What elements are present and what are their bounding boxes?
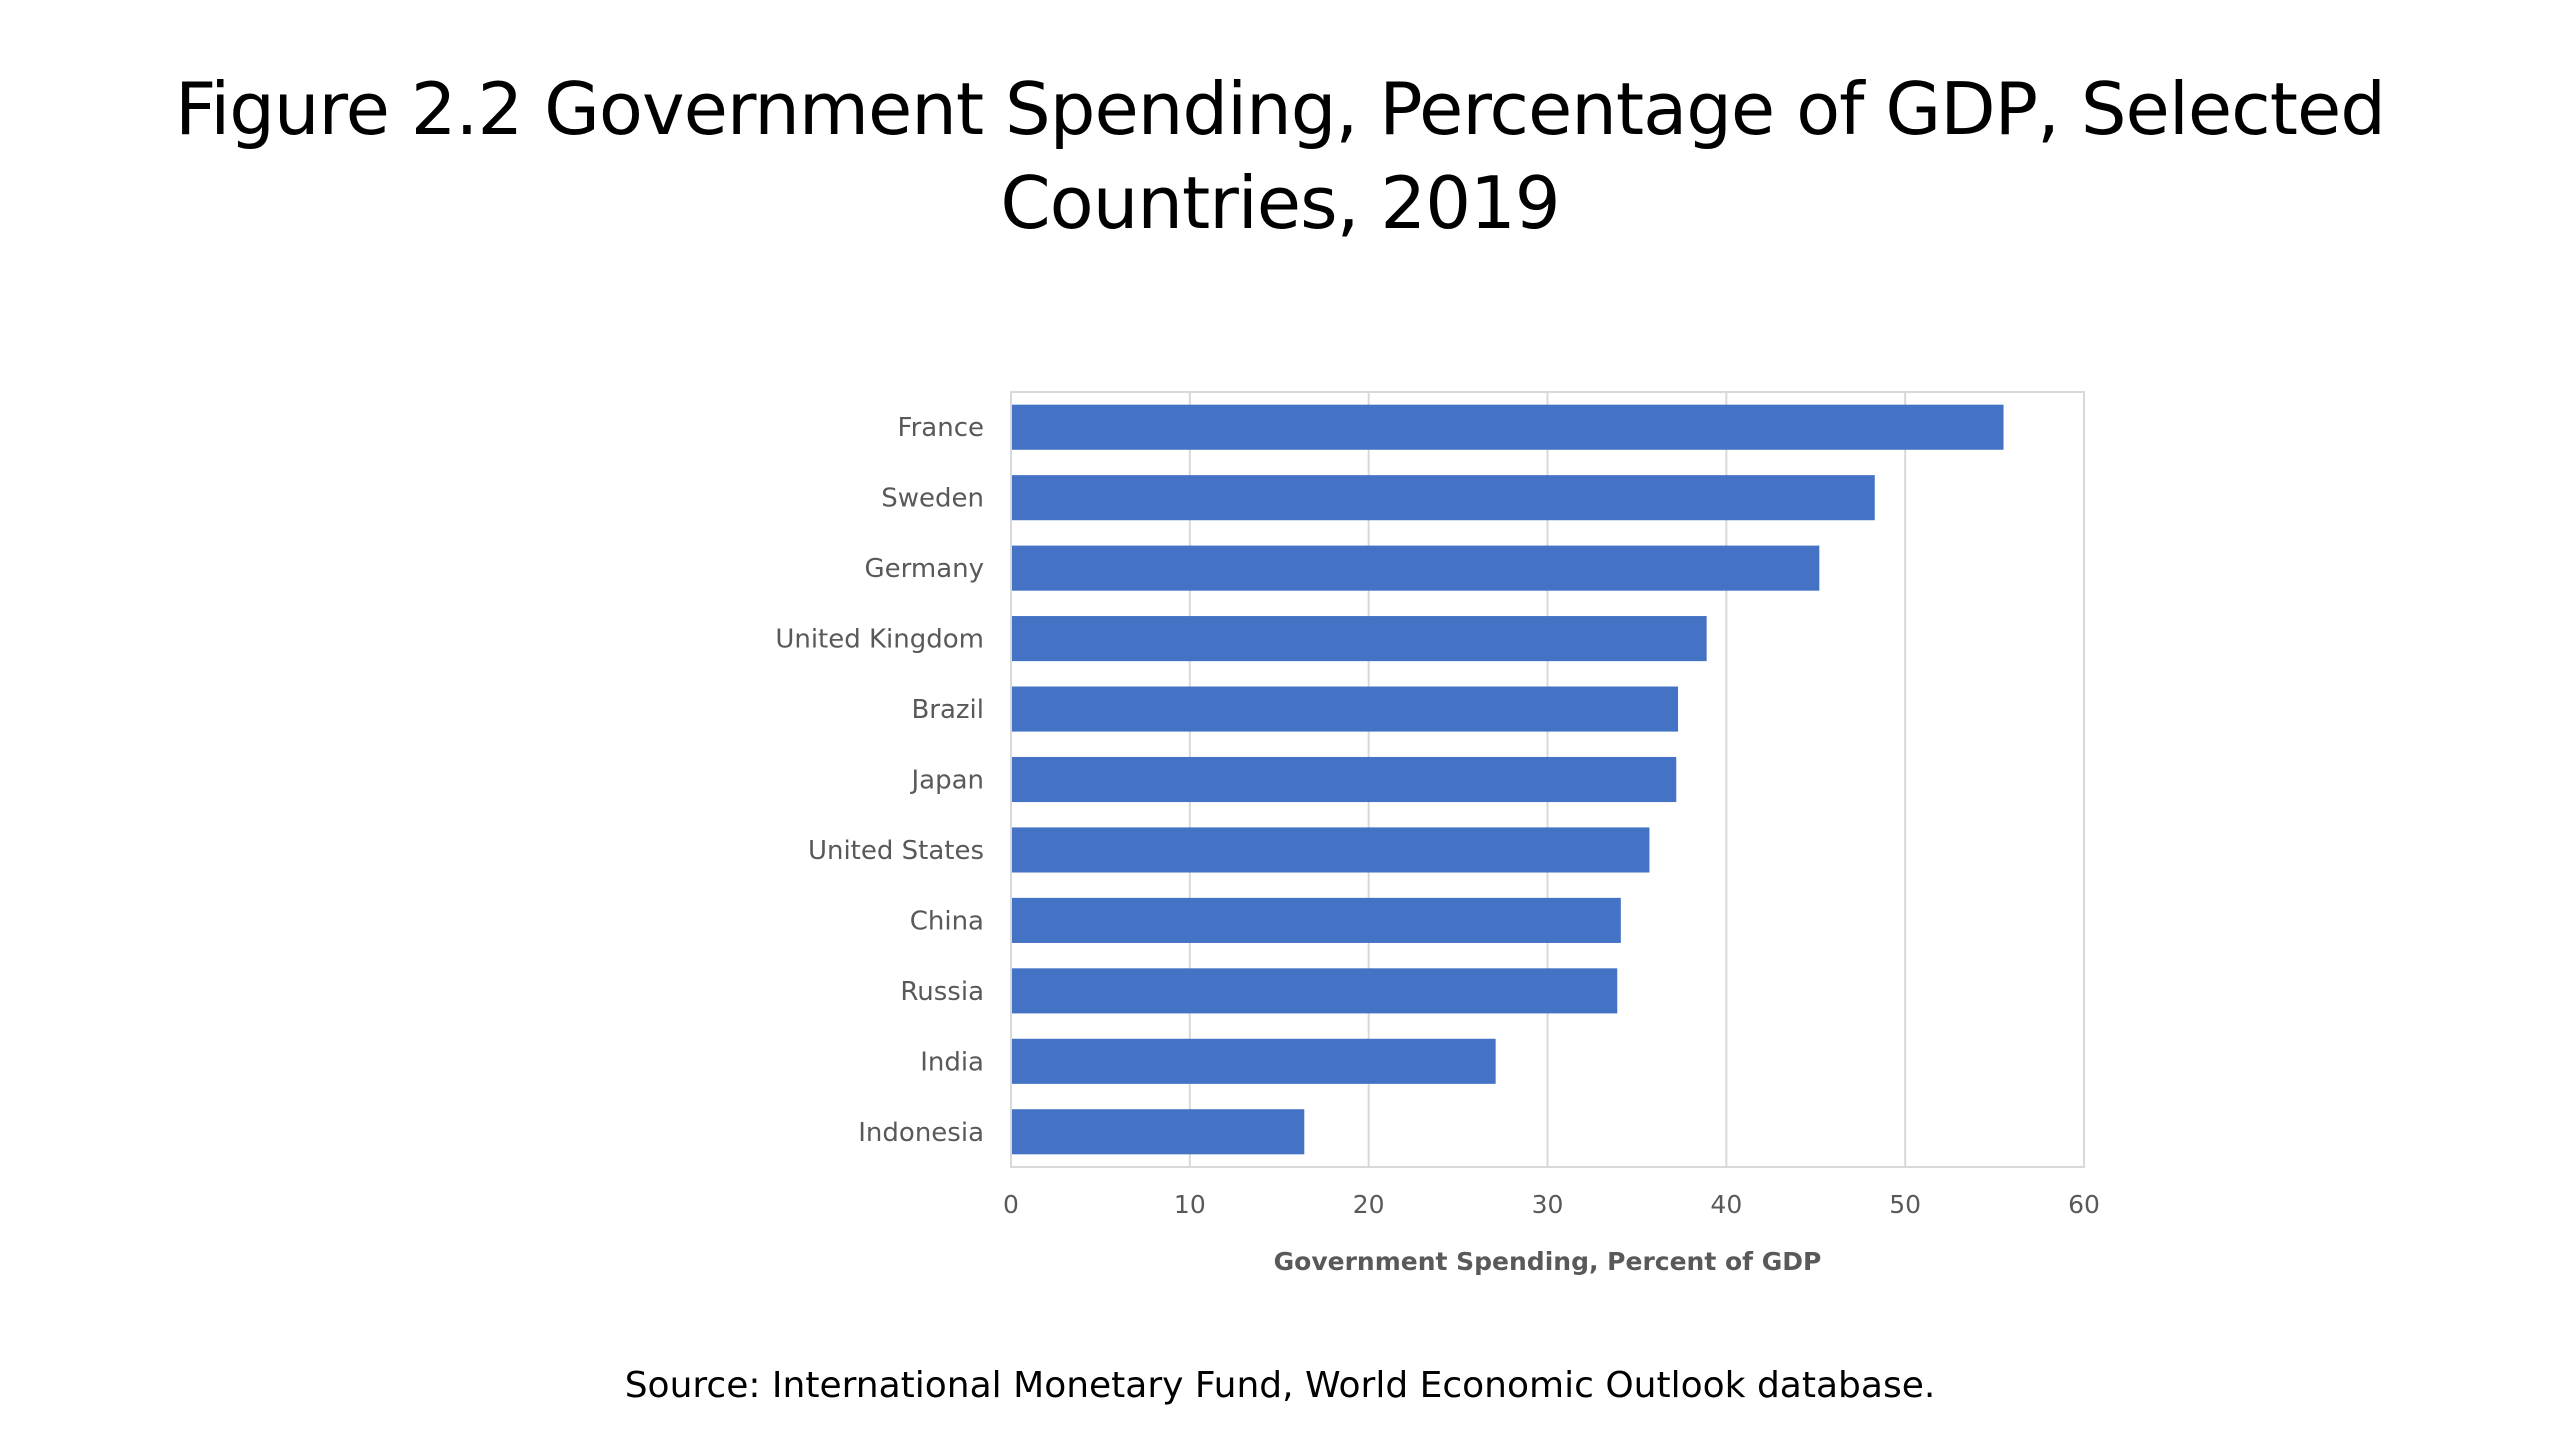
x-tick-labels: 0 10 20 30 40 50 60 [1003, 1190, 2100, 1219]
x-tick-label-0: 0 [1003, 1190, 1019, 1219]
bars [1012, 404, 2004, 1155]
slide-title-line-2: Countries, 2019 [1000, 161, 1560, 245]
category-label-russia: Russia [900, 977, 984, 1007]
category-label-sweden: Sweden [881, 484, 984, 514]
category-label-india: India [920, 1047, 984, 1077]
x-axis-title: Government Spending, Percent of GDP [1274, 1247, 1822, 1276]
bar-china [1012, 897, 1621, 943]
category-label-united-states: United States [808, 836, 984, 866]
bar-india [1012, 1038, 1496, 1084]
plot-area-border [1010, 391, 2085, 1168]
bar-united-states [1012, 827, 1650, 873]
category-label-brazil: Brazil [911, 695, 984, 725]
x-tick-label-10: 10 [1174, 1190, 1206, 1219]
bar-indonesia [1012, 1109, 1305, 1155]
slide-title-line-1: Figure 2.2 Government Spending, Percenta… [175, 67, 2386, 151]
bar-chart: France Sweden Germany United Kingdom Brazil J… [775, 391, 2100, 1276]
x-tick-label-60: 60 [2068, 1190, 2100, 1219]
bar-japan [1012, 756, 1677, 803]
category-label-china: China [910, 906, 984, 936]
category-labels: France Sweden Germany United Kingdom Brazil J… [775, 413, 984, 1148]
x-tick-label-20: 20 [1353, 1190, 1385, 1219]
bar-germany [1012, 545, 1820, 591]
bar-sweden [1012, 475, 1875, 521]
category-label-germany: Germany [864, 554, 984, 584]
bar-united-kingdom [1012, 616, 1707, 662]
category-label-indonesia: Indonesia [858, 1118, 984, 1148]
category-label-france: France [898, 413, 984, 443]
slide-title: Figure 2.2 Government Spending, Percenta… [0, 62, 2560, 250]
bar-france [1012, 404, 2004, 450]
bar-brazil [1012, 686, 1679, 732]
category-label-united-kingdom: United Kingdom [775, 625, 984, 655]
bar-russia [1012, 968, 1618, 1014]
x-tick-label-50: 50 [1889, 1190, 1921, 1219]
x-tick-label-30: 30 [1532, 1190, 1564, 1219]
source-note: Source: International Monetary Fund, Wor… [624, 1365, 1936, 1406]
category-label-japan: Japan [909, 766, 984, 796]
x-tick-label-40: 40 [1710, 1190, 1742, 1219]
